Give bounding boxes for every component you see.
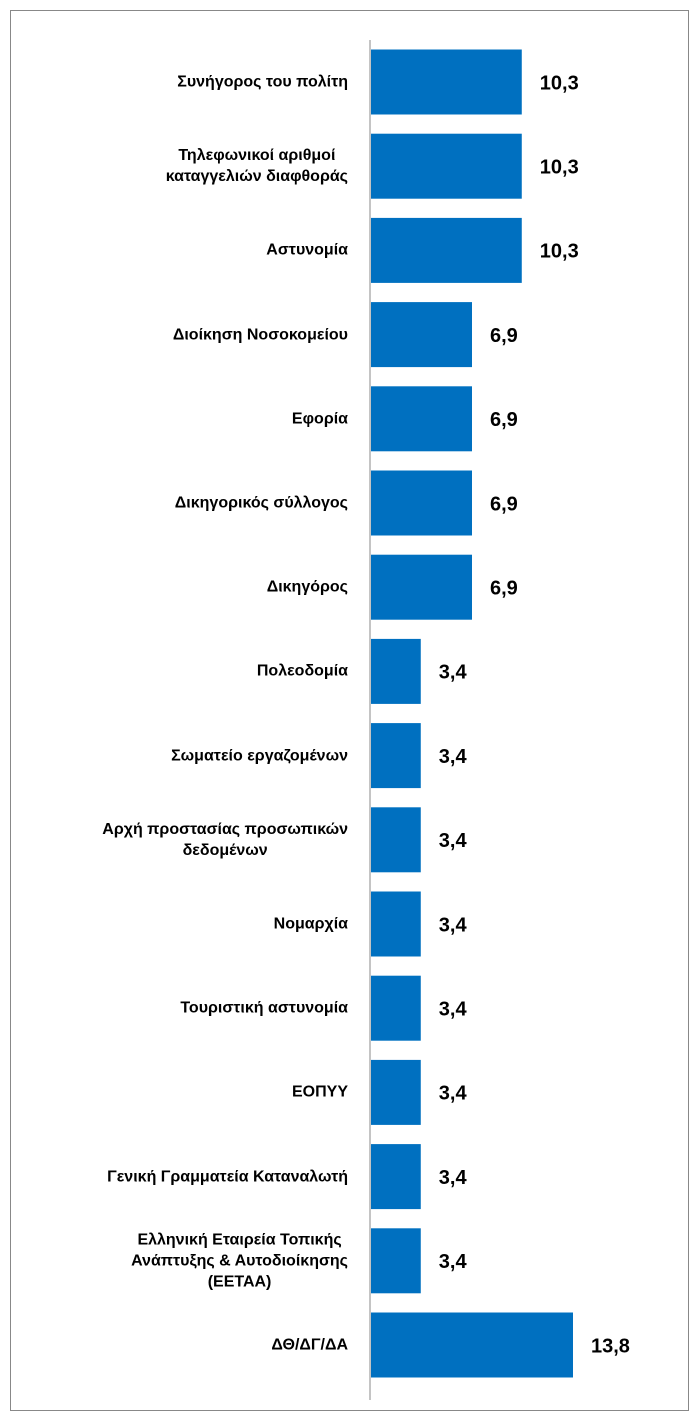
category-label: Εφορία [292,408,348,429]
value-label: 10,3 [540,241,579,263]
category-label: Δικηγορικός σύλλογος [175,493,348,514]
bar [371,638,421,704]
category-text: Εφορία [291,410,348,428]
value-label: 3,4 [439,662,468,684]
bar [371,470,472,536]
value-label: 10,3 [540,72,579,94]
chart-border [10,10,689,1411]
category-text: Πολεοδομία [256,662,348,680]
category-text: Δικηγορικός σύλλογος [174,494,348,512]
category-label: Γενική Γραμματεία Καταναλωτή [107,1166,348,1187]
bar [371,975,421,1041]
category-label: ΔΘ/ΔΓ/ΔΑ [271,1335,348,1356]
category-label: Πολεοδομία [257,661,348,682]
category-text: Συνήγορος του πολίτη [177,73,348,91]
category-label: Νομαρχία [274,914,348,935]
value-label: 3,4 [439,914,468,936]
category-text: ΔΘ/ΔΓ/ΔΑ [271,1336,348,1354]
value-label: 6,9 [490,493,518,515]
category-label: Σωματείο εργαζομένων [171,745,348,766]
bar [371,217,522,283]
value-label: 3,4 [439,1083,468,1105]
bar [371,1228,421,1294]
category-text: Γενική Γραμματεία Καταναλωτή [107,1168,348,1186]
category-text: Νομαρχία [273,915,348,933]
category-label: Αρχή προστασίας προσωπικών δεδομένων [102,819,348,861]
value-label: 6,9 [490,409,518,431]
bar [371,891,421,957]
value-label: 6,9 [490,577,518,599]
bar [371,1312,573,1378]
bar [371,302,472,368]
value-label: 10,3 [540,156,579,178]
category-label: ΕΟΠΥΥ [292,1082,348,1103]
value-label: 3,4 [439,830,468,852]
category-label: Συνήγορος του πολίτη [177,72,348,93]
category-text: Αστυνομία [266,241,348,259]
bar [371,554,472,620]
bar [371,386,472,452]
value-label: 13,8 [591,1335,630,1357]
category-label: Δικηγόρος [267,577,348,598]
bar [371,1144,421,1210]
category-label: Τουριστική αστυνομία [180,998,348,1019]
bar [371,49,522,115]
bar [371,133,522,199]
value-label: 3,4 [439,1167,468,1189]
bar [371,1059,421,1125]
category-text: ΕΟΠΥΥ [291,1083,348,1101]
value-label: 3,4 [439,746,468,768]
value-label: 3,4 [439,998,468,1020]
category-label: Διοίκηση Νοσοκομείου [173,324,348,345]
value-label: 6,9 [490,325,518,347]
category-text: Σωματείο εργαζομένων [171,747,348,765]
category-label: Τηλεφωνικοί αριθμοί καταγγελιών διαφθορά… [166,145,348,187]
category-text: Τουριστική αστυνομία [180,999,348,1017]
value-label: 3,4 [439,1251,468,1273]
bar [371,723,421,789]
bar [371,807,421,873]
category-text: Αρχή προστασίας προσωπικών δεδομένων [102,820,348,859]
category-text: Τηλεφωνικοί αριθμοί καταγγελιών διαφθορά… [165,147,348,186]
category-text: Δικηγόρος [266,578,348,596]
category-label: Ελληνική Εταιρεία Τοπικής Ανάπτυξης & Αυ… [131,1229,348,1292]
category-text: Διοίκηση Νοσοκομείου [172,326,348,344]
category-text: Ελληνική Εταιρεία Τοπικής Ανάπτυξης & Αυ… [131,1231,348,1291]
category-label: Αστυνομία [266,240,348,261]
